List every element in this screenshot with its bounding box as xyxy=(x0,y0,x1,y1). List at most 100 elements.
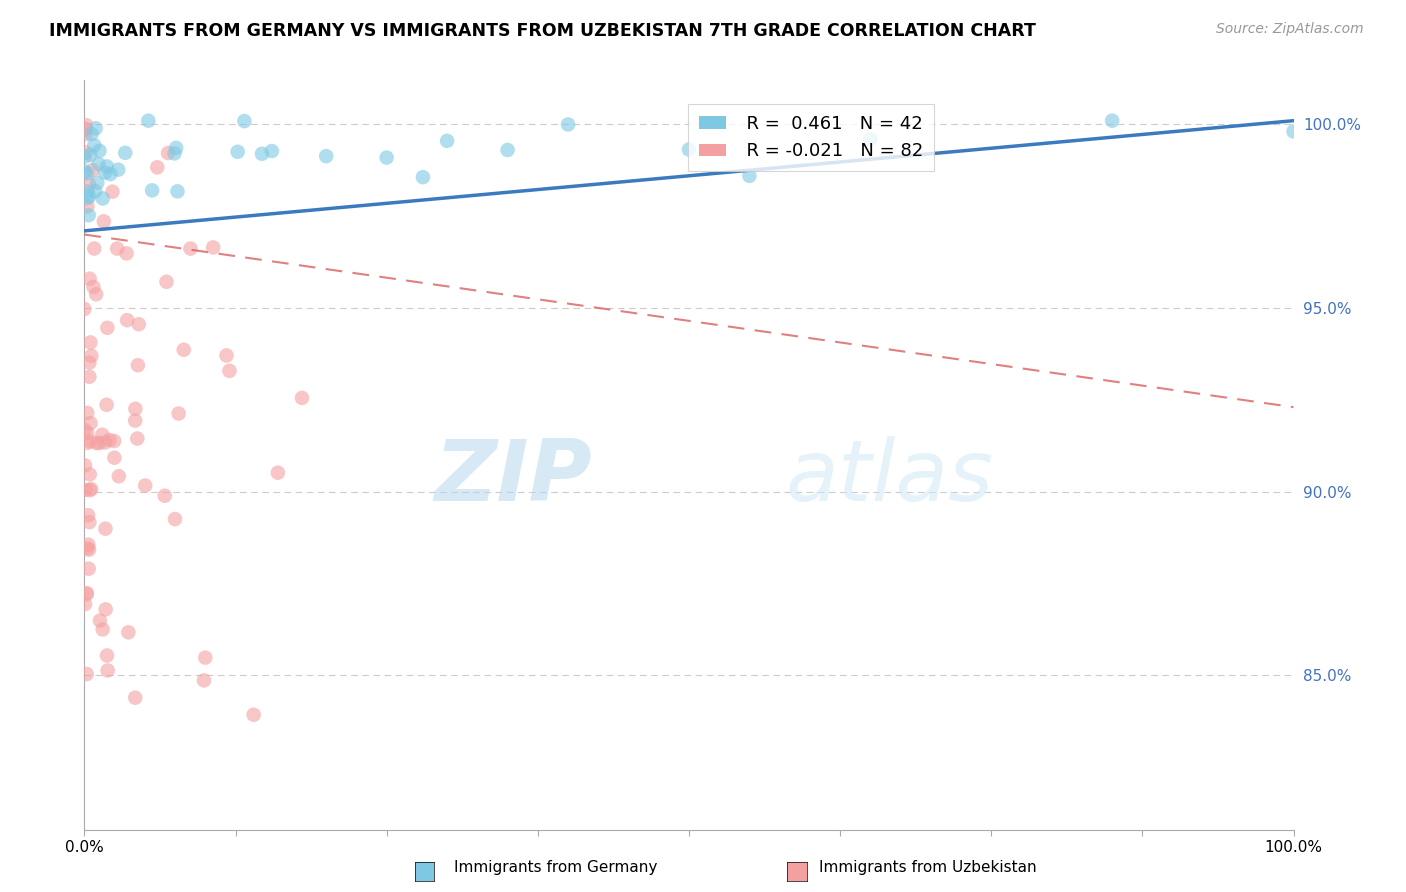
Text: Immigrants from Uzbekistan: Immigrants from Uzbekistan xyxy=(820,861,1036,875)
Point xyxy=(202,240,225,254)
Point xyxy=(315,149,337,163)
Point xyxy=(75,122,97,136)
Point xyxy=(375,151,398,165)
Text: Immigrants from Germany: Immigrants from Germany xyxy=(454,861,657,875)
Text: IMMIGRANTS FROM GERMANY VS IMMIGRANTS FROM UZBEKISTAN 7TH GRADE CORRELATION CHAR: IMMIGRANTS FROM GERMANY VS IMMIGRANTS FR… xyxy=(49,22,1036,40)
Point xyxy=(77,177,100,191)
Point xyxy=(94,522,117,536)
Point xyxy=(89,436,111,450)
Point xyxy=(94,435,117,450)
Point xyxy=(267,466,290,480)
Point xyxy=(738,169,761,183)
Point xyxy=(91,623,114,637)
Point xyxy=(179,242,201,256)
Point xyxy=(155,275,177,289)
Point xyxy=(73,150,96,164)
Point xyxy=(218,364,240,378)
Point xyxy=(89,614,111,628)
Point xyxy=(76,425,98,440)
Point xyxy=(678,143,700,157)
Point xyxy=(77,208,100,222)
Point xyxy=(75,597,97,611)
Point xyxy=(91,191,114,205)
Point xyxy=(250,146,273,161)
Point xyxy=(127,432,149,446)
Point xyxy=(117,625,139,640)
Point xyxy=(163,512,186,526)
Point xyxy=(124,414,146,428)
Point xyxy=(76,667,98,681)
Point xyxy=(98,433,121,447)
Point xyxy=(82,280,104,294)
Point xyxy=(79,369,101,384)
Point xyxy=(73,458,96,473)
Point xyxy=(94,602,117,616)
Point xyxy=(291,391,314,405)
Point xyxy=(557,118,579,132)
Point xyxy=(79,515,101,529)
Point xyxy=(76,406,98,420)
Point xyxy=(134,478,156,492)
Point xyxy=(80,349,103,363)
Legend:   R =  0.461   N = 42,   R = -0.021   N = 82: R = 0.461 N = 42, R = -0.021 N = 82 xyxy=(688,104,934,171)
Point xyxy=(76,435,98,450)
Point xyxy=(79,335,101,350)
Point xyxy=(76,166,98,180)
Point xyxy=(77,542,100,557)
Point xyxy=(124,690,146,705)
Point xyxy=(215,348,238,362)
Point xyxy=(166,185,188,199)
Point xyxy=(94,166,117,180)
Point xyxy=(76,199,98,213)
Point xyxy=(165,141,187,155)
Point xyxy=(76,191,98,205)
Point xyxy=(77,562,100,576)
Point xyxy=(193,673,215,688)
Point xyxy=(89,144,111,158)
Point xyxy=(124,401,146,416)
Point xyxy=(859,132,882,146)
Point xyxy=(83,242,105,256)
Text: atlas: atlas xyxy=(786,436,994,519)
Point xyxy=(77,538,100,552)
Point xyxy=(73,164,96,178)
Point xyxy=(163,146,186,161)
Point xyxy=(115,313,138,327)
Point xyxy=(76,587,98,601)
Point xyxy=(79,416,101,430)
Point xyxy=(93,214,115,228)
Point xyxy=(108,469,131,483)
Point xyxy=(114,145,136,160)
Point xyxy=(115,246,138,260)
Point xyxy=(96,648,118,663)
Point xyxy=(79,434,101,449)
Point xyxy=(80,127,103,141)
Point xyxy=(98,167,121,181)
Point xyxy=(127,358,149,372)
Point xyxy=(138,113,160,128)
Point xyxy=(79,467,101,482)
Point xyxy=(86,436,108,450)
Point xyxy=(141,183,163,197)
Point xyxy=(146,161,169,175)
Point xyxy=(73,483,96,497)
Point xyxy=(97,664,120,678)
Point xyxy=(194,650,217,665)
Point xyxy=(87,157,110,171)
Point xyxy=(173,343,195,357)
Point xyxy=(167,407,190,421)
Point xyxy=(96,160,118,174)
Point xyxy=(436,134,458,148)
Point xyxy=(79,271,101,285)
Point xyxy=(84,184,107,198)
Point xyxy=(101,185,124,199)
Point xyxy=(76,586,98,600)
Point xyxy=(1101,113,1123,128)
Point xyxy=(77,508,100,523)
Point xyxy=(91,427,114,442)
Point xyxy=(107,162,129,177)
Point xyxy=(79,483,101,498)
Point xyxy=(233,114,256,128)
Point xyxy=(79,356,101,370)
Point xyxy=(103,450,125,465)
